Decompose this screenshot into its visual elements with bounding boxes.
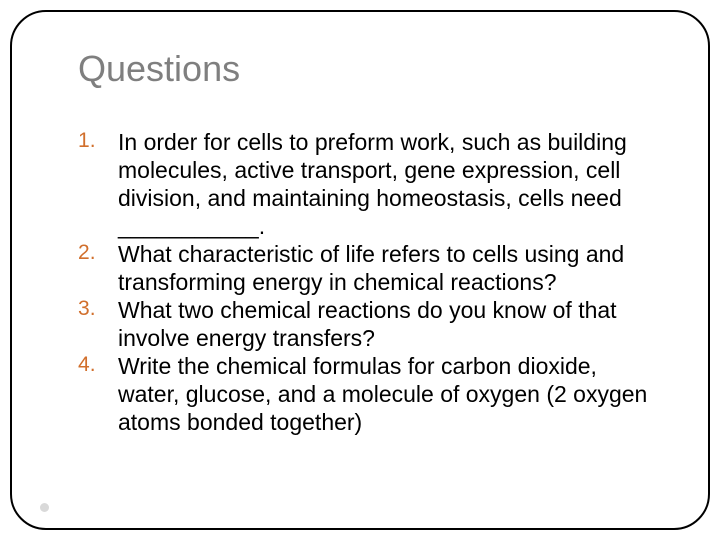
list-item: What two chemical reactions do you know … [78,296,660,352]
list-item: In order for cells to preform work, such… [78,128,660,240]
slide: Questions In order for cells to preform … [0,0,720,540]
list-item: Write the chemical formulas for carbon d… [78,352,660,436]
slide-title: Questions [78,48,240,90]
list-item: What characteristic of life refers to ce… [78,240,660,296]
footer-dot-icon [40,503,49,512]
question-list: In order for cells to preform work, such… [78,128,660,437]
